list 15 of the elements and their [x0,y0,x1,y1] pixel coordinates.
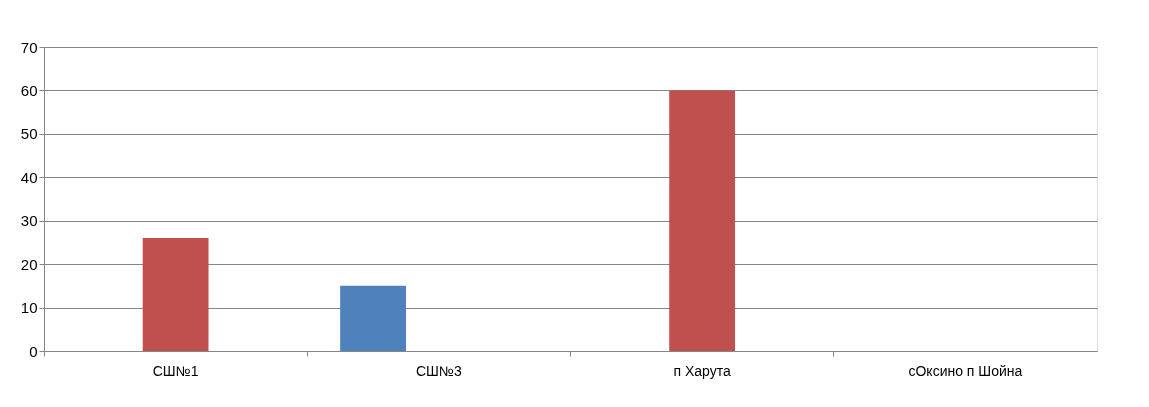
y-tick-label: 30 [20,212,38,230]
y-tick-label: 70 [20,38,38,56]
bar [142,238,209,351]
y-tick-label: 60 [20,81,38,99]
y-tick-label: 20 [20,255,38,273]
y-tick-label: 50 [20,125,38,143]
x-tick-label: сОксино п Шойна [908,362,1023,379]
x-tick-label: СШ№3 [416,362,462,379]
y-tick-label: 10 [20,299,38,317]
y-tick-label: 0 [29,342,38,360]
x-tick-label: СШ№1 [152,362,199,379]
x-tick-label: п Харута [673,362,731,379]
bar [669,90,736,351]
bar [340,285,406,351]
y-tick-label: 40 [20,168,38,186]
